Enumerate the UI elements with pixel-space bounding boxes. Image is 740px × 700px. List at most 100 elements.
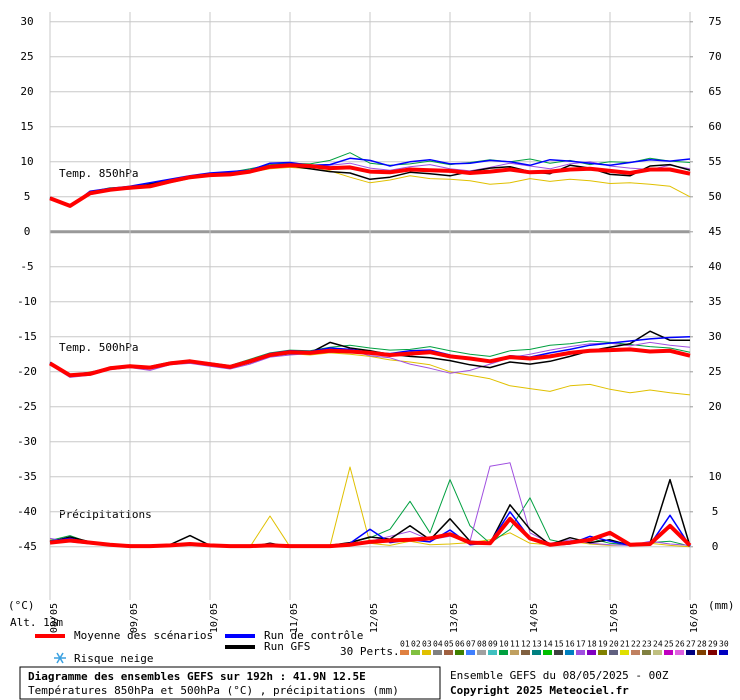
- legend-label: 22: [631, 640, 641, 649]
- y-tick-label: -40: [17, 505, 37, 518]
- legend-label: 24: [653, 640, 663, 649]
- chart-title: Diagramme des ensembles GEFS sur 192h : …: [28, 670, 366, 683]
- y2-tick-label: 5: [712, 505, 719, 518]
- legend-swatch: [719, 650, 728, 655]
- copyright: Copyright 2025 Meteociel.fr: [450, 684, 629, 697]
- legend-swatch: [510, 650, 519, 655]
- y-tick-label: 20: [20, 85, 33, 98]
- legend-label: 12: [521, 640, 531, 649]
- y2-tick-label: 20: [708, 400, 721, 413]
- series-line: [49, 163, 691, 208]
- legend-swatch: [411, 650, 420, 655]
- y2-unit: (mm): [708, 599, 735, 612]
- y-tick-label: -20: [17, 365, 37, 378]
- legend-label: 13: [532, 640, 542, 649]
- legend-swatch: [675, 650, 684, 655]
- y-tick-label: 15: [20, 120, 33, 133]
- y2-tick-label: 60: [708, 120, 721, 133]
- y2-tick-label: 35: [708, 295, 721, 308]
- legend-label: 27: [686, 640, 696, 649]
- y-tick-label: -25: [17, 400, 37, 413]
- altitude: Alt. 13m: [10, 616, 63, 629]
- chart-subtitle: Températures 850hPa et 500hPa (°C) , pré…: [28, 684, 399, 697]
- legend-label: 19: [598, 640, 608, 649]
- legend-swatch: [543, 650, 552, 655]
- legend-swatch: [598, 650, 607, 655]
- legend-label: 03: [422, 640, 432, 649]
- legend-swatch: [554, 650, 563, 655]
- legend-swatch: [642, 650, 651, 655]
- series-line: [49, 157, 691, 208]
- legend-label: 14: [543, 640, 553, 649]
- y-tick-label: 5: [24, 190, 31, 203]
- x-tick-label: 12/05: [369, 603, 380, 633]
- legend-swatch: [686, 650, 695, 655]
- legend-label: 23: [642, 640, 652, 649]
- y2-tick-label: 45: [708, 225, 721, 238]
- legend-label: Risque neige: [74, 652, 153, 665]
- legend-swatch: [609, 650, 618, 655]
- y2-tick-label: 70: [708, 50, 721, 63]
- legend-label: 05: [444, 640, 454, 649]
- y2-tick-label: 55: [708, 155, 721, 168]
- legend-label: 15: [554, 640, 564, 649]
- snow-icon: [54, 652, 66, 664]
- y-tick-label: -30: [17, 435, 37, 448]
- y-tick-label: 30: [20, 15, 33, 28]
- perturbations-label: 30 Perts.: [340, 645, 400, 658]
- annotation: Précipitations: [59, 508, 152, 521]
- legend-label: 30: [719, 640, 729, 649]
- y2-tick-label: 10: [708, 470, 721, 483]
- legend-label: Run GFS: [264, 640, 310, 653]
- y2-tick-label: 65: [708, 85, 721, 98]
- x-tick-label: 09/05: [129, 603, 140, 633]
- series-line: [49, 516, 692, 549]
- y-tick-label: 0: [24, 225, 31, 238]
- legend-swatch: [532, 650, 541, 655]
- y-tick-label: -5: [20, 260, 33, 273]
- y-tick-label: -10: [17, 295, 37, 308]
- legend-swatch: [631, 650, 640, 655]
- legend-label: 29: [708, 640, 718, 649]
- legend-label: 04: [433, 640, 443, 649]
- y2-tick-label: 40: [708, 260, 721, 273]
- legend-label: 11: [510, 640, 520, 649]
- legend-label: 20: [609, 640, 619, 649]
- legend-label: Run de contrôle: [264, 629, 363, 642]
- y2-tick-label: 25: [708, 365, 721, 378]
- legend-label: 18: [587, 640, 597, 649]
- x-tick-label: 11/05: [289, 603, 300, 633]
- legend-swatch: [422, 650, 431, 655]
- legend-swatch: [565, 650, 574, 655]
- legend-label: 07: [466, 640, 476, 649]
- legend-swatch: [653, 650, 662, 655]
- legend-label: Moyenne des scénarios: [74, 629, 213, 642]
- legend-label: 08: [477, 640, 487, 649]
- run-info: Ensemble GEFS du 08/05/2025 - 00Z: [450, 669, 669, 682]
- legend-swatch: [433, 650, 442, 655]
- y2-tick-label: 50: [708, 190, 721, 203]
- y2-tick-label: 30: [708, 330, 721, 343]
- title-box: [19, 666, 441, 700]
- series-line: [48, 347, 691, 378]
- legend-swatch: [400, 650, 409, 655]
- legend-swatch: [499, 650, 508, 655]
- legend-swatch: [576, 650, 585, 655]
- annotation: Temp. 850hPa: [59, 167, 138, 180]
- legend-swatch: [488, 650, 497, 655]
- x-tick-label: 10/05: [209, 603, 220, 633]
- y-tick-label: -35: [17, 470, 37, 483]
- y-tick-label: -45: [17, 540, 37, 553]
- legend-label: 02: [411, 640, 421, 649]
- legend-label: 21: [620, 640, 630, 649]
- x-tick-label: 14/05: [529, 603, 540, 633]
- y-tick-label: 10: [20, 155, 33, 168]
- legend-swatch: [455, 650, 464, 655]
- legend-swatch: [697, 650, 706, 655]
- legend-swatch: [664, 650, 673, 655]
- x-tick-label: 15/05: [609, 603, 620, 633]
- y2-tick-label: 75: [708, 15, 721, 28]
- legend-label: 10: [499, 640, 509, 649]
- legend-swatch: [521, 650, 530, 655]
